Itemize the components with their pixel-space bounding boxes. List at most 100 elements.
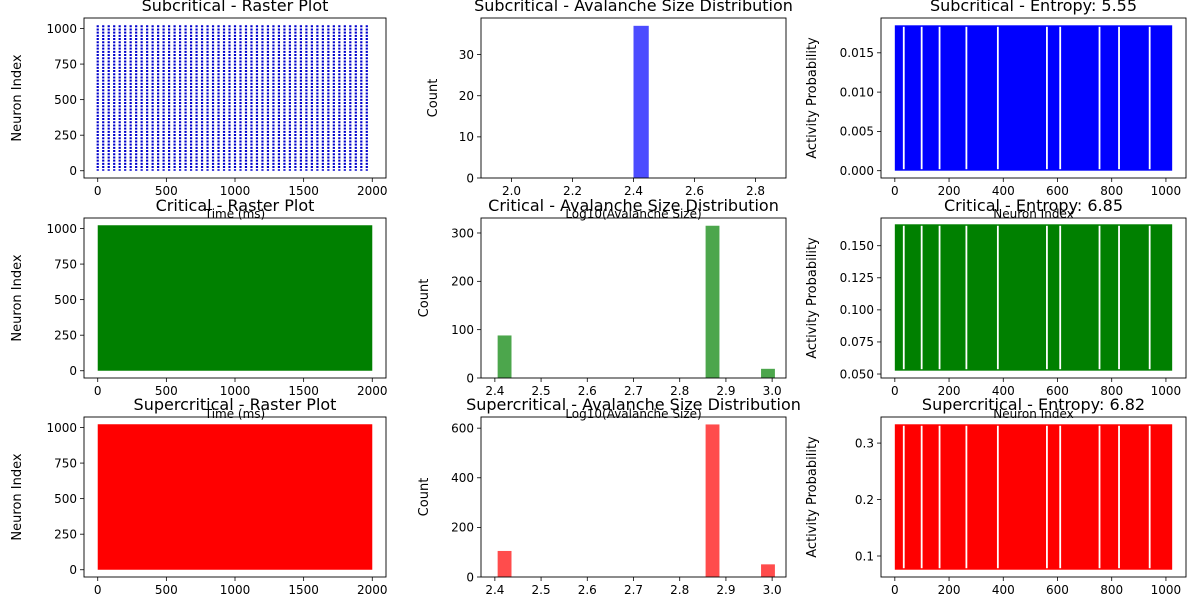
y-tick-label: 0.2 bbox=[855, 493, 874, 507]
activity-gap-1 bbox=[920, 26, 923, 170]
y-axis-label: Activity Probability bbox=[805, 237, 820, 359]
y-tick-label: 300 bbox=[451, 226, 474, 240]
y-axis-label: Neuron Index bbox=[10, 54, 25, 141]
y-tick-label: 400 bbox=[451, 471, 474, 485]
x-axis-label: Log10(Avalanche Size) bbox=[565, 207, 701, 221]
plot-marks bbox=[894, 224, 1173, 371]
y-tick-label: 0.125 bbox=[840, 271, 874, 285]
x-tick-label: 2.5 bbox=[532, 384, 551, 398]
x-tick-label: 200 bbox=[938, 384, 961, 398]
x-tick-label: 600 bbox=[1046, 184, 1069, 198]
activity-gap-4 bbox=[996, 425, 999, 569]
x-axis-label: Neuron Index bbox=[993, 207, 1073, 221]
y-tick-label: 750 bbox=[54, 257, 77, 271]
x-tick-label: 500 bbox=[155, 583, 178, 597]
activity-band bbox=[894, 424, 1173, 570]
x-tick-label: 0 bbox=[94, 583, 102, 597]
x-axis-label: Time (ms) bbox=[204, 207, 266, 221]
y-axis-label: Count bbox=[417, 279, 432, 318]
x-tick-label: 2000 bbox=[357, 583, 388, 597]
activity-gap-1 bbox=[920, 225, 923, 370]
activity-band bbox=[894, 224, 1173, 371]
y-tick-label: 0.015 bbox=[840, 46, 874, 60]
x-tick-label: 0 bbox=[94, 184, 102, 198]
y-tick-label: 500 bbox=[54, 293, 77, 307]
activity-gap-6 bbox=[1059, 425, 1062, 569]
title-group-6: Supercritical - Raster Plot bbox=[134, 395, 337, 414]
x-tick-label: 2.4 bbox=[485, 583, 504, 597]
activity-gap-9 bbox=[1148, 26, 1151, 170]
chart-title: Subcritical - Raster Plot bbox=[142, 0, 329, 15]
activity-gap-9 bbox=[1148, 225, 1151, 370]
axes-frame bbox=[480, 416, 787, 578]
x-tick-label: 0 bbox=[891, 184, 899, 198]
activity-gap-0 bbox=[902, 425, 905, 569]
chart-title: Supercritical - Entropy: 6.82 bbox=[922, 395, 1145, 414]
activity-gap-8 bbox=[1118, 225, 1120, 370]
x-tick-label: 2.6 bbox=[578, 583, 597, 597]
chart-title: Critical - Avalanche Size Distribution bbox=[488, 196, 779, 215]
y-tick-label: 1000 bbox=[46, 421, 77, 435]
y-tick-label: 0.100 bbox=[840, 303, 874, 317]
y-tick-label: 250 bbox=[54, 328, 77, 342]
x-tick-label: 3.0 bbox=[763, 384, 782, 398]
plot-marks bbox=[894, 25, 1173, 171]
title-group-1: Subcritical - Avalanche Size Distributio… bbox=[474, 0, 793, 15]
x-tick-label: 2.8 bbox=[670, 583, 689, 597]
y-tick-label: 500 bbox=[54, 492, 77, 506]
x-tick-label: 1500 bbox=[288, 583, 319, 597]
x-tick-label: 2000 bbox=[357, 184, 388, 198]
axes-frame bbox=[480, 217, 787, 379]
x-tick-label: 2.4 bbox=[624, 184, 643, 198]
activity-gap-5 bbox=[1046, 225, 1048, 370]
title-group-4: Critical - Avalanche Size Distribution bbox=[488, 196, 779, 215]
x-tick-label: 2.6 bbox=[578, 384, 597, 398]
subplot-6: 0 500 1000 1500 2000 0 250 500 750 1000 Neuron Ind… bbox=[10, 416, 388, 597]
histogram-bar-2 bbox=[761, 564, 775, 577]
activity-gap-4 bbox=[996, 26, 999, 170]
x-tick-label: 0 bbox=[94, 384, 102, 398]
subplot-1: 2.0 2.2 2.4 2.6 2.8 0 10 20 30 Log10(Avalanche Si… bbox=[426, 17, 787, 221]
chart-title: Subcritical - Avalanche Size Distributio… bbox=[474, 0, 793, 15]
histogram-bar-1 bbox=[705, 225, 720, 378]
y-tick-label: 0.010 bbox=[840, 85, 874, 99]
activity-gap-7 bbox=[1098, 425, 1101, 569]
y-axis-label: Neuron Index bbox=[10, 254, 25, 341]
chart-title: Supercritical - Raster Plot bbox=[134, 395, 337, 414]
x-tick-label: 800 bbox=[1100, 583, 1123, 597]
x-tick-label: 1000 bbox=[220, 384, 251, 398]
activity-gap-9 bbox=[1148, 425, 1151, 569]
y-tick-label: 600 bbox=[451, 421, 474, 435]
y-axis-label: Activity Probability bbox=[805, 37, 820, 159]
y-tick-label: 0 bbox=[466, 171, 474, 185]
raster-spikes bbox=[97, 424, 373, 570]
plot-marks bbox=[497, 424, 775, 577]
plot-marks bbox=[97, 225, 373, 371]
y-axis-label: Neuron Index bbox=[10, 453, 25, 540]
activity-gap-6 bbox=[1059, 225, 1062, 370]
y-tick-label: 0.005 bbox=[840, 125, 874, 139]
y-tick-label: 0 bbox=[466, 570, 474, 584]
activity-gap-0 bbox=[902, 225, 905, 370]
plot-marks bbox=[97, 424, 373, 570]
y-axis-label: Count bbox=[417, 478, 432, 517]
x-tick-label: 400 bbox=[992, 184, 1015, 198]
x-tick-label: 2.0 bbox=[502, 184, 521, 198]
chart-title: Critical - Entropy: 6.85 bbox=[944, 196, 1123, 215]
x-axis-label: Neuron Index bbox=[993, 407, 1073, 421]
x-tick-label: 0 bbox=[891, 384, 899, 398]
histogram-bar-1 bbox=[705, 424, 720, 577]
activity-gap-3 bbox=[965, 225, 968, 370]
x-tick-label: 2.9 bbox=[716, 583, 735, 597]
y-tick-label: 20 bbox=[459, 89, 474, 103]
x-tick-label: 2000 bbox=[357, 384, 388, 398]
subplot-4: 2.4 2.5 2.6 2.7 2.8 2.9 3.0 0 100 200 300 Log10(Ava… bbox=[417, 217, 787, 421]
x-tick-label: 2.7 bbox=[624, 583, 643, 597]
activity-gap-2 bbox=[938, 26, 941, 170]
plot-marks bbox=[633, 25, 649, 178]
y-tick-label: 0.050 bbox=[840, 367, 874, 381]
activity-gap-2 bbox=[938, 425, 941, 569]
y-tick-label: 1000 bbox=[46, 22, 77, 36]
activity-gap-7 bbox=[1098, 225, 1101, 370]
